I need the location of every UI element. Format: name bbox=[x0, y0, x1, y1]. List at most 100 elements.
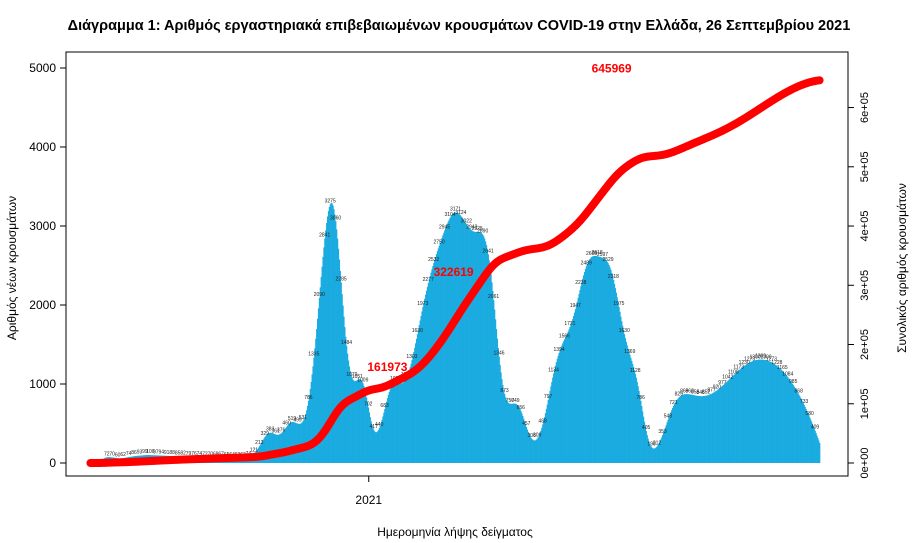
bar bbox=[575, 305, 578, 463]
bar bbox=[603, 258, 605, 463]
right-tick-label: 4e+05 bbox=[859, 211, 871, 242]
bar bbox=[573, 312, 576, 463]
bar bbox=[442, 235, 444, 463]
bar bbox=[362, 383, 364, 463]
bar bbox=[417, 329, 420, 463]
bar bbox=[385, 405, 387, 463]
bar bbox=[650, 445, 652, 463]
bar bbox=[812, 426, 814, 463]
bar bbox=[595, 256, 597, 463]
cumulative-label: 322619 bbox=[434, 265, 474, 279]
bar bbox=[810, 421, 813, 463]
bar bbox=[516, 404, 518, 463]
bar bbox=[401, 383, 403, 463]
bar bbox=[742, 366, 745, 463]
bar-value-label: 1975 bbox=[613, 301, 624, 307]
bar-value-label: 199 bbox=[647, 441, 656, 447]
bar bbox=[597, 256, 599, 463]
bar bbox=[600, 257, 602, 463]
bar bbox=[478, 232, 480, 463]
bar bbox=[343, 316, 345, 463]
bar bbox=[590, 257, 592, 463]
bar bbox=[657, 444, 659, 463]
bar bbox=[450, 216, 452, 463]
bar bbox=[642, 416, 645, 463]
bar bbox=[634, 373, 637, 463]
bar bbox=[789, 379, 791, 463]
bar bbox=[446, 223, 449, 463]
bar bbox=[356, 380, 358, 463]
bar bbox=[369, 417, 371, 463]
bar bbox=[719, 388, 721, 463]
bar bbox=[613, 283, 616, 463]
bar bbox=[591, 256, 593, 463]
bar-value-label: 2090 bbox=[314, 292, 325, 298]
bar bbox=[548, 395, 550, 463]
bar-value-label: 2618 bbox=[592, 250, 603, 256]
bar bbox=[539, 433, 541, 463]
bar bbox=[560, 347, 562, 463]
bar-value-label: 1335 bbox=[308, 352, 319, 358]
bar bbox=[384, 409, 386, 463]
bar bbox=[336, 229, 338, 463]
bar bbox=[606, 261, 608, 463]
bar bbox=[493, 300, 495, 463]
bar bbox=[351, 377, 353, 463]
bar bbox=[582, 278, 584, 463]
bar-value-label: 460 bbox=[282, 421, 291, 427]
bar bbox=[514, 403, 516, 463]
bar bbox=[655, 447, 657, 463]
cumulative-label: 161973 bbox=[367, 360, 407, 374]
bar bbox=[701, 396, 704, 463]
bar bbox=[505, 399, 508, 463]
bar bbox=[614, 288, 617, 463]
bar-value-label: 417 bbox=[370, 424, 379, 430]
bar-value-label: 1394 bbox=[553, 347, 564, 353]
bar bbox=[335, 221, 337, 463]
bar bbox=[269, 432, 272, 463]
bar bbox=[640, 400, 642, 463]
bar-value-label: 1300 bbox=[750, 354, 761, 360]
bar bbox=[540, 430, 542, 463]
bar bbox=[517, 405, 519, 463]
bar bbox=[703, 396, 706, 463]
bar bbox=[475, 231, 478, 463]
bar-value-label: 1309 bbox=[755, 354, 766, 360]
bar bbox=[550, 386, 552, 463]
bar bbox=[533, 440, 536, 463]
bar bbox=[735, 372, 737, 463]
bar bbox=[731, 376, 734, 463]
bar bbox=[751, 361, 754, 463]
bar-value-label: 1721 bbox=[564, 321, 575, 327]
bar bbox=[387, 394, 390, 463]
bar bbox=[642, 411, 644, 463]
bar-value-label: 846 bbox=[696, 390, 705, 396]
bar bbox=[502, 384, 504, 463]
bar-value-label: 499 bbox=[293, 418, 302, 424]
bar-value-label: 62 bbox=[120, 452, 126, 458]
bar bbox=[324, 238, 326, 463]
bar bbox=[617, 302, 619, 463]
bar-value-label: 1346 bbox=[493, 351, 504, 357]
bar bbox=[680, 395, 682, 463]
bar bbox=[444, 230, 446, 463]
bar bbox=[537, 437, 539, 463]
bar bbox=[599, 256, 601, 463]
bar-value-label: 868 bbox=[686, 388, 695, 394]
bar bbox=[787, 377, 789, 463]
bar bbox=[265, 435, 267, 463]
bar bbox=[630, 357, 632, 463]
bar bbox=[328, 206, 331, 463]
bar bbox=[555, 362, 558, 463]
bar-value-label: 702 bbox=[364, 402, 373, 408]
bar bbox=[752, 360, 755, 463]
bar bbox=[671, 410, 673, 463]
bar bbox=[768, 361, 770, 463]
bar bbox=[554, 365, 557, 463]
bar bbox=[549, 390, 551, 463]
bar bbox=[762, 359, 765, 463]
bar bbox=[494, 309, 496, 463]
bar bbox=[474, 231, 476, 463]
bar bbox=[455, 212, 458, 463]
bar bbox=[483, 236, 485, 463]
